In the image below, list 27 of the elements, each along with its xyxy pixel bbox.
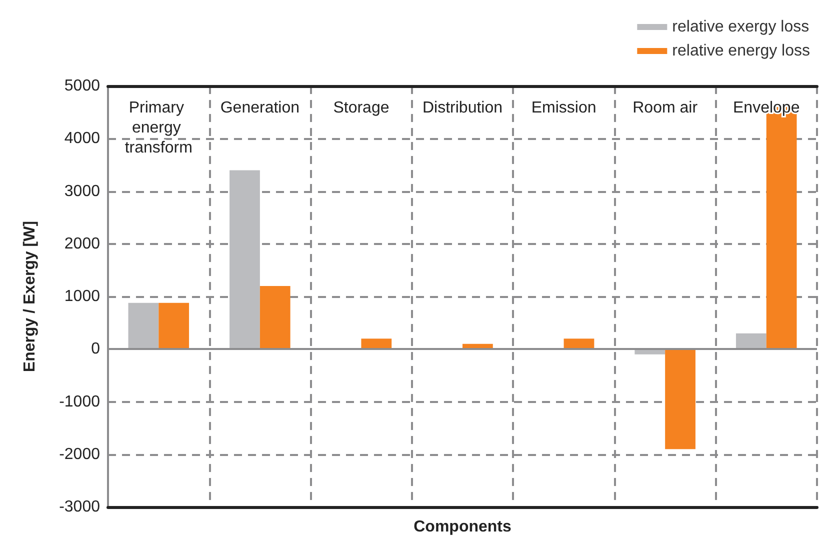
- bar: [736, 333, 766, 350]
- y-tick-label: 0: [91, 340, 100, 358]
- y-tick-label: -1000: [59, 393, 100, 410]
- x-tick-label: Primary energy transform: [124, 100, 192, 156]
- y-axis-title: Energy / Exergy [W]: [22, 220, 38, 372]
- bar: [361, 338, 392, 350]
- y-tick-label: 5000: [64, 78, 100, 94]
- x-tick-label: Envelope: [733, 100, 800, 116]
- bar: [128, 302, 159, 350]
- y-tick-label: -3000: [59, 498, 100, 516]
- legend-label: relative exergy loss: [672, 18, 810, 36]
- y-tick-label: 4000: [64, 130, 100, 148]
- bar: [230, 170, 260, 350]
- x-tick-label: Distribution: [422, 100, 503, 116]
- y-tick-label: -2000: [59, 446, 100, 463]
- bar: [260, 286, 290, 350]
- x-tick-label: Generation: [220, 100, 300, 116]
- x-tick-label: Room air: [632, 100, 698, 116]
- legend-label: relative energy loss: [672, 42, 810, 60]
- y-tick-label: 2000: [64, 235, 100, 252]
- x-tick-label: Emission: [531, 100, 596, 116]
- x-axis-title: Components: [414, 518, 512, 536]
- bar: [665, 349, 696, 450]
- y-tick-label: 3000: [64, 182, 100, 200]
- y-tick-label: 1000: [64, 288, 100, 305]
- x-tick-label: Storage: [333, 100, 390, 116]
- bar: [158, 302, 190, 350]
